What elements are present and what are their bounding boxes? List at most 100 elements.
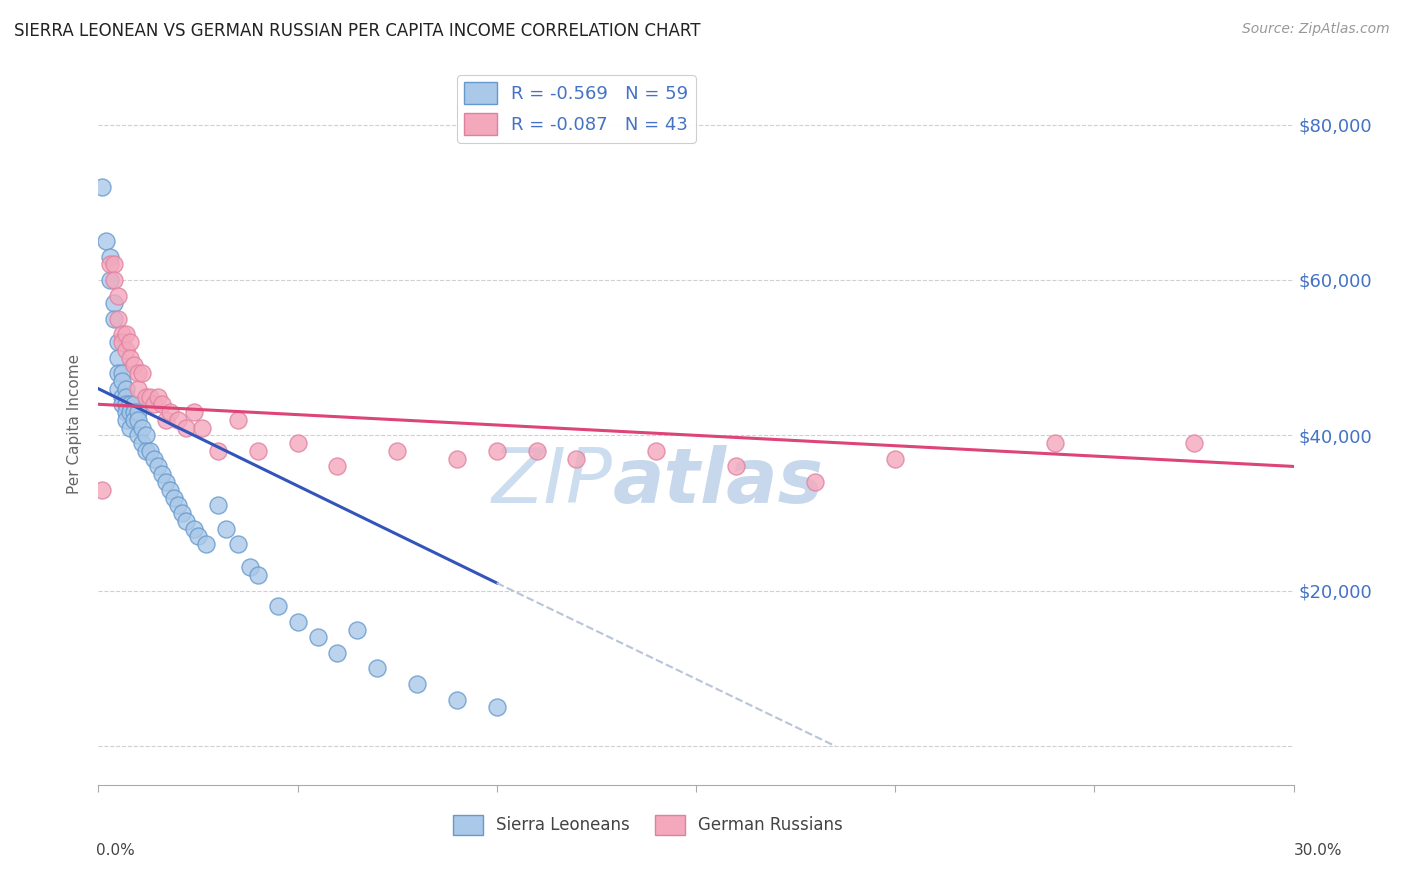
Point [1182,436,1205,450]
Point [131,366,153,380]
Point [246,568,269,582]
Text: 0.0%: 0.0% [96,843,135,858]
Point [135,443,157,458]
Point [143,451,166,466]
Point [174,514,197,528]
Point [287,615,309,629]
Point [111,374,134,388]
Point [187,529,209,543]
Point [195,537,218,551]
Point [98,250,122,264]
Point [172,506,194,520]
Point [127,382,149,396]
Point [207,443,229,458]
Point [135,390,157,404]
Point [107,366,129,380]
Point [150,397,173,411]
Point [103,296,125,310]
Point [385,443,409,458]
Point [98,273,122,287]
Point [139,390,162,404]
Point [120,397,142,411]
Point [226,413,249,427]
Point [124,397,146,411]
Point [143,397,166,411]
Point [148,390,170,404]
Point [91,179,114,194]
Point [287,436,309,450]
Point [115,382,138,396]
Text: SIERRA LEONEAN VS GERMAN RUSSIAN PER CAPITA INCOME CORRELATION CHART: SIERRA LEONEAN VS GERMAN RUSSIAN PER CAP… [14,22,700,40]
Point [804,475,827,489]
Point [107,288,129,302]
Text: 30.0%: 30.0% [1295,843,1343,858]
Point [103,273,125,287]
Point [120,335,142,350]
Point [111,366,134,380]
Point [645,443,668,458]
Point [163,491,186,505]
Point [124,413,146,427]
Point [191,420,214,434]
Point [111,335,134,350]
Point [485,700,508,714]
Text: ZIP: ZIP [492,444,613,518]
Point [127,405,149,419]
Point [346,623,368,637]
Point [267,599,290,614]
Point [150,467,173,482]
Point [135,428,157,442]
Point [485,443,508,458]
Point [127,413,149,427]
Point [326,646,349,660]
Point [115,413,138,427]
Text: Source: ZipAtlas.com: Source: ZipAtlas.com [1241,22,1389,37]
Point [207,498,229,512]
Point [246,443,269,458]
Point [107,382,129,396]
Point [115,327,138,342]
Point [127,428,149,442]
Point [239,560,262,574]
Point [884,451,907,466]
Point [167,413,190,427]
Point [127,366,149,380]
Point [167,498,190,512]
Point [307,631,329,645]
Point [98,257,122,271]
Point [111,397,134,411]
Point [107,335,129,350]
Point [91,483,114,497]
Point [724,459,747,474]
Point [215,522,238,536]
Y-axis label: Per Capita Income: Per Capita Income [67,353,83,494]
Point [115,405,138,419]
Point [115,397,138,411]
Point [124,405,146,419]
Point [183,405,205,419]
Point [326,459,349,474]
Legend: Sierra Leoneans, German Russians: Sierra Leoneans, German Russians [447,808,849,842]
Point [124,359,146,373]
Point [183,522,205,536]
Point [226,537,249,551]
Point [526,443,548,458]
Point [366,661,388,675]
Point [446,451,468,466]
Point [120,420,142,434]
Point [406,677,429,691]
Point [148,459,170,474]
Point [155,413,177,427]
Point [111,390,134,404]
Point [1043,436,1066,450]
Point [103,311,125,326]
Point [159,405,181,419]
Point [115,390,138,404]
Point [111,327,134,342]
Point [131,420,153,434]
Point [107,311,129,326]
Point [155,475,177,489]
Point [139,443,162,458]
Point [96,234,118,248]
Point [120,405,142,419]
